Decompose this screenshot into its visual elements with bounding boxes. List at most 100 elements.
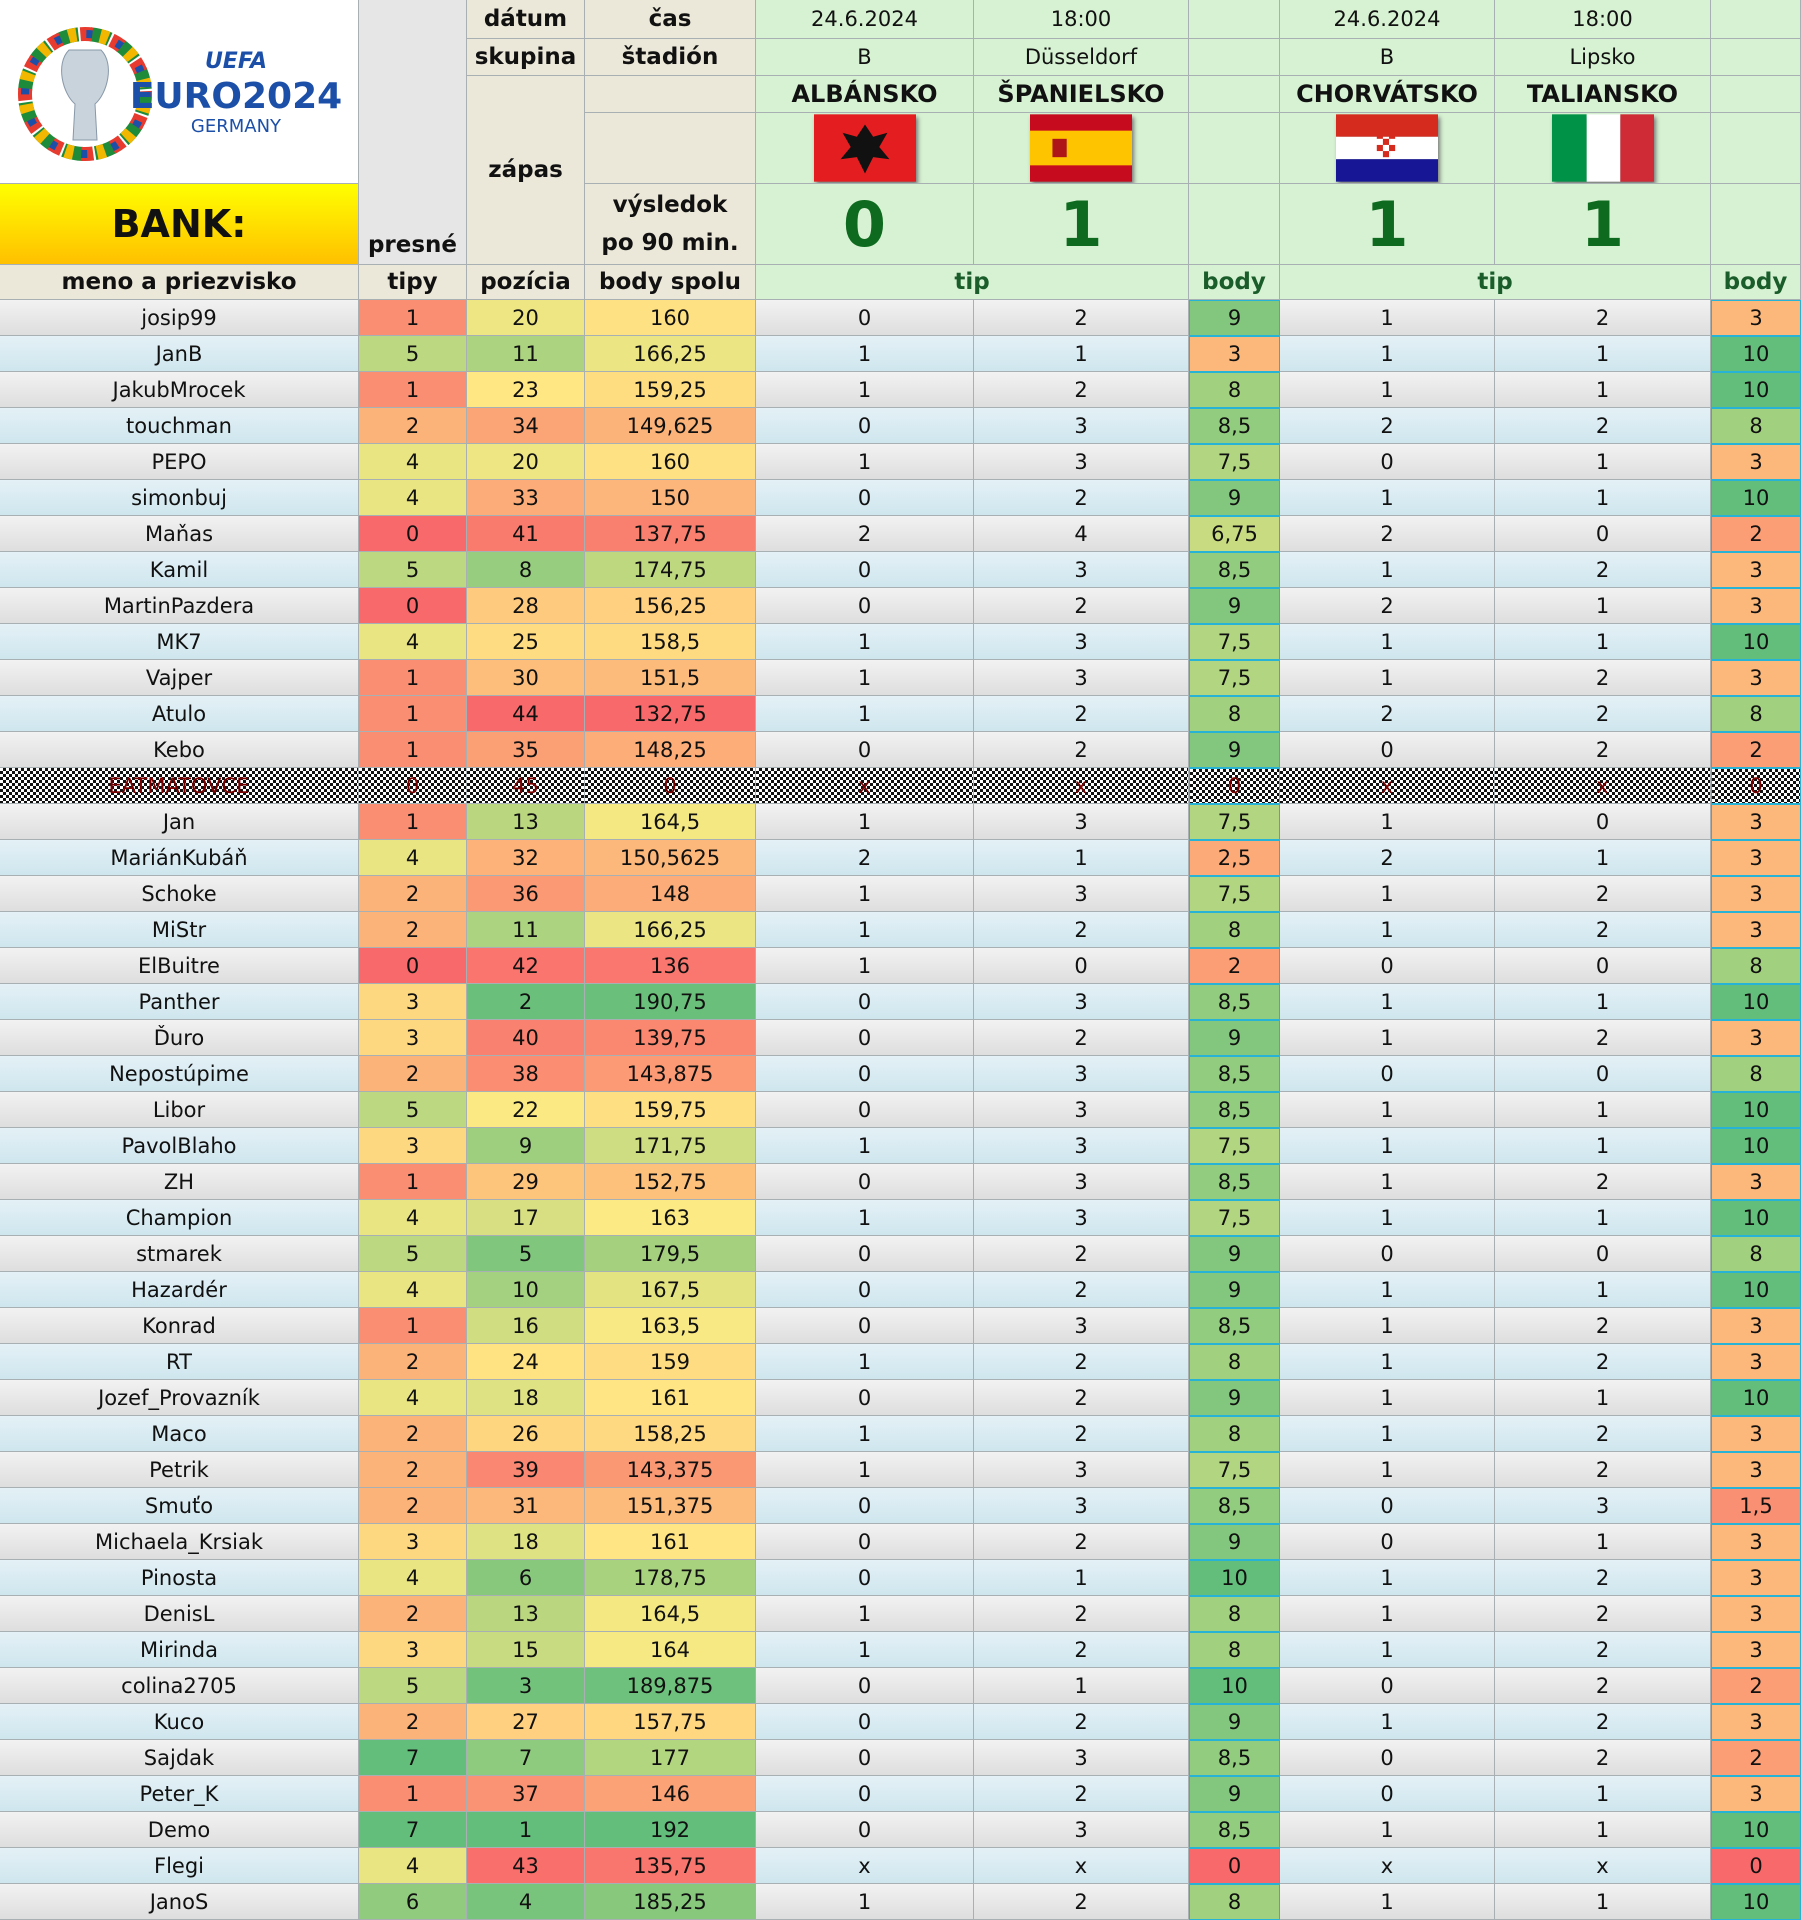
tip: 2 <box>1495 1308 1711 1344</box>
tip: 1 <box>756 336 974 372</box>
time-label: čas <box>585 0 756 39</box>
position: 8 <box>467 552 585 588</box>
exact-header: presné <box>359 0 467 265</box>
tip: 0 <box>1280 1740 1495 1776</box>
tip-header: tip <box>1280 265 1711 300</box>
tip: 1 <box>1280 624 1495 660</box>
position: 42 <box>467 948 585 984</box>
player-name: Atulo <box>0 696 359 732</box>
position: 39 <box>467 1452 585 1488</box>
tip: 2 <box>1280 408 1495 444</box>
tip: 1 <box>1280 336 1495 372</box>
player-name: PEPO <box>0 444 359 480</box>
team-name: CHORVÁTSKO <box>1280 76 1495 113</box>
result-label: výsledok po 90 min. <box>585 184 756 265</box>
position: 15 <box>467 1632 585 1668</box>
tip: 1 <box>1495 444 1711 480</box>
match-points: 3 <box>1711 1524 1801 1560</box>
position: 6 <box>467 1560 585 1596</box>
match-points: 10 <box>1711 1272 1801 1308</box>
exact-tips: 5 <box>359 1092 467 1128</box>
player-name: simonbuj <box>0 480 359 516</box>
flag-image <box>813 114 916 182</box>
tip: 3 <box>974 660 1189 696</box>
blank <box>1189 39 1280 76</box>
match-points: 9 <box>1189 1236 1280 1272</box>
tip: 0 <box>974 948 1189 984</box>
position: 4 <box>467 1884 585 1920</box>
player-name: Libor <box>0 1092 359 1128</box>
tip: x <box>756 1848 974 1884</box>
player-name: JanoS <box>0 1884 359 1920</box>
total-points: 151,5 <box>585 660 756 696</box>
tip: 2 <box>1495 1632 1711 1668</box>
position: 34 <box>467 408 585 444</box>
tip: 1 <box>1495 372 1711 408</box>
tip: 3 <box>974 1452 1189 1488</box>
match-points: 9 <box>1189 1524 1280 1560</box>
tip: 0 <box>1280 1236 1495 1272</box>
match-points: 3 <box>1711 1344 1801 1380</box>
match-points: 7,5 <box>1189 444 1280 480</box>
flag <box>974 113 1189 184</box>
position: 38 <box>467 1056 585 1092</box>
tip: 1 <box>974 840 1189 876</box>
result-label-1: výsledok <box>612 192 728 218</box>
match-points: 8 <box>1189 696 1280 732</box>
exact-tips: 6 <box>359 1884 467 1920</box>
player-name: MartinPazdera <box>0 588 359 624</box>
tip: 2 <box>1495 1596 1711 1632</box>
tip: 1 <box>1280 1092 1495 1128</box>
flag <box>1495 113 1711 184</box>
match-points: 3 <box>1711 1020 1801 1056</box>
tip: 1 <box>1280 1200 1495 1236</box>
tip: 2 <box>1495 552 1711 588</box>
tip: 1 <box>1280 1380 1495 1416</box>
tip: 0 <box>756 1776 974 1812</box>
total-points: 159,25 <box>585 372 756 408</box>
result-label-2: po 90 min. <box>601 230 739 256</box>
team-name: TALIANSKO <box>1495 76 1711 113</box>
total-points: 139,75 <box>585 1020 756 1056</box>
position: 29 <box>467 1164 585 1200</box>
tip: 1 <box>1280 1164 1495 1200</box>
tip: 2 <box>1280 516 1495 552</box>
position: 36 <box>467 876 585 912</box>
match-points: 3 <box>1711 588 1801 624</box>
player-name: Flegi <box>0 1848 359 1884</box>
match-points: 0 <box>1711 1848 1801 1884</box>
match-points: 0 <box>1711 768 1801 804</box>
exact-tips: 1 <box>359 372 467 408</box>
player-name: Smuťo <box>0 1488 359 1524</box>
position: 10 <box>467 1272 585 1308</box>
tip: 1 <box>1280 1416 1495 1452</box>
tip: 2 <box>1495 408 1711 444</box>
tip: 2 <box>974 372 1189 408</box>
tip: 2 <box>756 516 974 552</box>
tip: 1 <box>1280 300 1495 336</box>
tip: 1 <box>1280 1128 1495 1164</box>
position: 17 <box>467 1200 585 1236</box>
match-stadium: Düsseldorf <box>974 39 1189 76</box>
total-points: 161 <box>585 1524 756 1560</box>
blank <box>1189 76 1280 113</box>
player-name: colina2705 <box>0 1668 359 1704</box>
match-points: 7,5 <box>1189 660 1280 696</box>
exact-tips: 5 <box>359 1668 467 1704</box>
player-name: Maco <box>0 1416 359 1452</box>
player-name: Jan <box>0 804 359 840</box>
exact-tips: 1 <box>359 696 467 732</box>
exact-tips: 1 <box>359 732 467 768</box>
tip: 1 <box>756 804 974 840</box>
tip: 1 <box>756 876 974 912</box>
tip: 1 <box>1280 372 1495 408</box>
match-points: 3 <box>1711 876 1801 912</box>
position: 20 <box>467 444 585 480</box>
position: 35 <box>467 732 585 768</box>
exact-tips: 1 <box>359 300 467 336</box>
match-points: 8,5 <box>1189 984 1280 1020</box>
position: 44 <box>467 696 585 732</box>
tip: 2 <box>974 1596 1189 1632</box>
match-points: 10 <box>1711 372 1801 408</box>
